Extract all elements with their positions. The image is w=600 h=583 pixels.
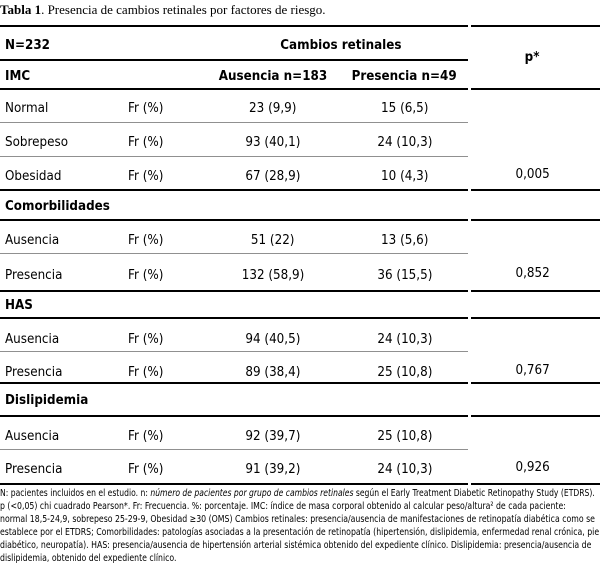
table-caption: Tabla 1. Presencia de cambios retinales … <box>0 0 600 25</box>
row-freq-label: Fr (%) <box>128 428 164 444</box>
section-comorbilidades-p: 0,852 <box>471 221 600 290</box>
row-label: Obesidad <box>5 168 62 184</box>
cell-presence-value: 15 (6,5) <box>380 101 429 117</box>
footnote-line: diabético, neuropatía). HAS: presencia/a… <box>0 539 592 551</box>
section-header-comorbilidades: Comorbilidades <box>0 189 600 222</box>
section-dislipidemia-rows: Ausencia Fr (%) 92 (39,7) 25 (10,8) Pres… <box>0 417 468 485</box>
header-cell-group: Cambios retinales <box>279 38 402 53</box>
header-cell-presence: Presencia n=49 <box>351 68 458 84</box>
section-imc-rows: Normal Fr (%) 23 (9,9) 15 (6,5) Sobrepes… <box>0 90 468 189</box>
row-label: Presencia <box>5 461 63 477</box>
section-has: Ausencia Fr (%) 94 (40,5) 24 (10,3) Pres… <box>0 319 600 382</box>
cell-presence-value: 24 (10,3) <box>377 332 432 348</box>
row-freq-label: Fr (%) <box>128 267 164 283</box>
row-freq-label: Fr (%) <box>128 332 164 348</box>
section-title: Dislipidemia <box>0 381 468 418</box>
cell-absence-value: 91 (39,2) <box>245 461 301 477</box>
cell-presence-value: 24 (10,3) <box>377 134 432 150</box>
row-label: Ausencia <box>5 232 60 248</box>
table-row: Ausencia Fr (%) 94 (40,5) 24 (10,3) <box>0 319 468 352</box>
table-row: Ausencia Fr (%) 92 (39,7) 25 (10,8) <box>0 417 468 450</box>
row-freq-label: Fr (%) <box>128 232 164 248</box>
header-cell-n-total: N=232 <box>5 38 51 53</box>
cell-absence-value: 51 (22) <box>251 232 295 248</box>
footnote-line: p (<0,05) chi cuadrado Pearson*. Fr: Fre… <box>0 500 566 512</box>
cell-presence-value: 36 (15,5) <box>377 267 432 283</box>
cell-absence-value: 23 (9,9) <box>249 101 297 117</box>
table-row: Sobrepeso Fr (%) 93 (40,1) 24 (10,3) <box>0 123 468 157</box>
row-freq-label: Fr (%) <box>128 134 164 150</box>
section-header-dislipidemia: Dislipidemia <box>0 381 600 418</box>
data-table: N=232 Cambios retinales IMC Ausencia n=1… <box>0 24 600 485</box>
footnote-line: dislipidemia, obtenido del expediente cl… <box>0 552 177 564</box>
cell-presence-value: 25 (10,8) <box>377 364 432 380</box>
section-header-has: HAS <box>0 290 600 319</box>
row-freq-label: Fr (%) <box>128 461 164 477</box>
p-value: 0,767 <box>515 363 550 379</box>
section-title: Comorbilidades <box>0 189 468 222</box>
row-label: Normal <box>5 101 49 117</box>
row-freq-label: Fr (%) <box>128 101 164 117</box>
header-row-2: IMC Ausencia n=183 Presencia n=49 <box>0 61 468 89</box>
cell-presence-value: 13 (5,6) <box>380 232 429 248</box>
cell-absence-value: 94 (40,5) <box>245 332 301 348</box>
table-header-left: N=232 Cambios retinales IMC Ausencia n=1… <box>0 24 468 90</box>
section-imc: Normal Fr (%) 23 (9,9) 15 (6,5) Sobrepes… <box>0 90 600 189</box>
section-has-rows: Ausencia Fr (%) 94 (40,5) 24 (10,3) Pres… <box>0 319 468 382</box>
cell-absence-value: 92 (39,7) <box>245 428 301 444</box>
section-title: HAS <box>0 290 468 319</box>
cell-presence-value: 24 (10,3) <box>377 461 432 477</box>
section-dislipidemia-p: 0,926 <box>471 417 600 485</box>
table-caption-number: Tabla 1 <box>0 2 42 17</box>
row-label: Sobrepeso <box>5 134 69 150</box>
p-value: 0,926 <box>515 460 550 476</box>
section-has-p: 0,767 <box>471 319 600 382</box>
cell-presence-value: 10 (4,3) <box>380 168 429 184</box>
section-comorbilidades: Ausencia Fr (%) 51 (22) 13 (5,6) Presenc… <box>0 221 600 290</box>
footnote-line: N: pacientes incluidos en el estudio. n:… <box>0 487 595 499</box>
section-header-p-spacer <box>471 189 600 222</box>
table-row: Presencia Fr (%) 91 (39,2) 24 (10,3) <box>0 450 468 483</box>
row-freq-label: Fr (%) <box>128 168 164 184</box>
header-cell-p: p* <box>471 24 600 90</box>
section-dislipidemia: Ausencia Fr (%) 92 (39,7) 25 (10,8) Pres… <box>0 417 600 485</box>
header-cell-factor: IMC <box>5 68 31 84</box>
p-value: 0,852 <box>515 265 550 281</box>
row-label: Ausencia <box>5 332 60 348</box>
table-header: N=232 Cambios retinales IMC Ausencia n=1… <box>0 24 600 90</box>
p-value: 0,005 <box>515 167 550 183</box>
table-row: Ausencia Fr (%) 51 (22) 13 (5,6) <box>0 221 468 255</box>
header-row-1: N=232 Cambios retinales <box>0 27 468 61</box>
row-label: Ausencia <box>5 428 60 444</box>
row-label: Presencia <box>5 267 63 283</box>
header-cell-absence: Ausencia n=183 <box>218 68 328 84</box>
section-imc-p: 0,005 <box>471 90 600 189</box>
section-header-p-spacer <box>471 290 600 319</box>
table-caption-text: . Presencia de cambios retinales por fac… <box>41 2 326 17</box>
table-row: Normal Fr (%) 23 (9,9) 15 (6,5) <box>0 90 468 123</box>
row-freq-label: Fr (%) <box>128 364 164 380</box>
table-row: Presencia Fr (%) 89 (38,4) 25 (10,8) <box>0 352 468 382</box>
cell-absence-value: 67 (28,9) <box>245 168 301 184</box>
section-header-p-spacer <box>471 381 600 418</box>
row-label: Presencia <box>5 364 63 380</box>
table-footnote: N: pacientes incluidos en el estudio. n:… <box>0 487 600 565</box>
cell-absence-value: 132 (58,9) <box>241 267 305 283</box>
footnote-line: normal 18,5-24,9, sobrepeso 25-29-9, Obe… <box>0 513 595 525</box>
table-row: Obesidad Fr (%) 67 (28,9) 10 (4,3) <box>0 157 468 190</box>
footnote-line: establece por el ETDRS; Comorbilidades: … <box>0 526 600 538</box>
section-comorbilidades-rows: Ausencia Fr (%) 51 (22) 13 (5,6) Presenc… <box>0 221 468 290</box>
cell-absence-value: 89 (38,4) <box>245 364 301 380</box>
cell-absence-value: 93 (40,1) <box>245 134 301 150</box>
cell-presence-value: 25 (10,8) <box>377 428 432 444</box>
table-row: Presencia Fr (%) 132 (58,9) 36 (15,5) <box>0 254 468 290</box>
